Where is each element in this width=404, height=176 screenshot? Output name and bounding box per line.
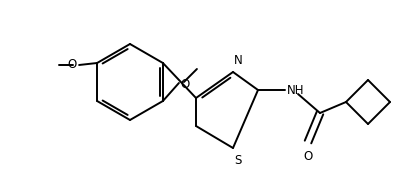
Text: O: O	[68, 58, 77, 71]
Text: S: S	[234, 154, 241, 167]
Text: NH: NH	[287, 83, 305, 96]
Text: O: O	[180, 77, 189, 90]
Text: O: O	[303, 150, 313, 163]
Text: N: N	[234, 54, 243, 67]
